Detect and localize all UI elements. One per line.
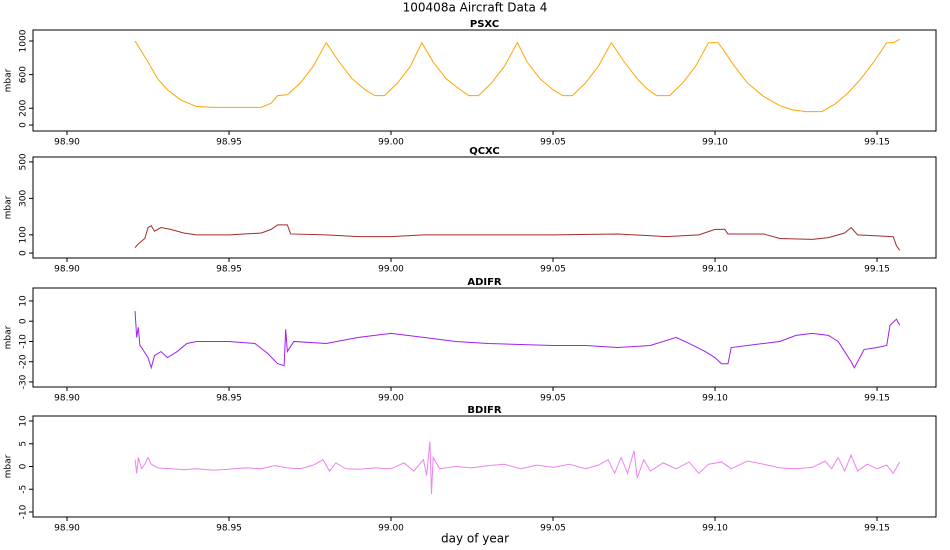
y-tick-label: 1000 — [19, 29, 29, 52]
x-tick-label: 99.10 — [702, 394, 728, 404]
y-axis-label: mbar — [4, 195, 14, 219]
x-tick-label: 99.10 — [702, 524, 728, 534]
x-tick-label: 99.00 — [378, 138, 404, 148]
x-tick-label: 98.90 — [54, 524, 80, 534]
page-title: 100408a Aircraft Data 4 — [403, 1, 548, 15]
x-tick-label: 99.00 — [378, 394, 404, 404]
x-tick-label: 98.95 — [216, 394, 242, 404]
x-axis-label: day of year — [441, 532, 509, 546]
data-line — [134, 441, 901, 494]
y-tick-label: 600 — [19, 66, 29, 83]
data-line — [134, 38, 900, 113]
y-tick-label: 100 — [19, 226, 29, 243]
y-tick-label: -5 — [19, 485, 29, 494]
x-tick-label: 99.05 — [540, 138, 566, 148]
y-tick-label: -10 — [19, 504, 29, 519]
y-tick-label: 5 — [19, 441, 29, 447]
plot-frame — [32, 287, 937, 388]
y-tick-label: -20 — [19, 354, 29, 369]
y-tick-label: 0 — [19, 250, 29, 256]
y-tick-label: 200 — [19, 99, 29, 116]
x-tick-label: 99.00 — [378, 524, 404, 534]
panel-title: ADIFR — [467, 277, 502, 288]
x-tick-label: 99.15 — [864, 394, 890, 404]
y-axis-label: mbar — [4, 68, 14, 92]
x-tick-label: 99.10 — [702, 138, 728, 148]
y-tick-label: 300 — [19, 190, 29, 207]
y-axis-label: mbar — [4, 454, 14, 478]
data-line — [134, 311, 901, 370]
x-tick-label: 98.90 — [54, 394, 80, 404]
y-tick-label: 500 — [19, 153, 29, 170]
y-tick-label: 10 — [19, 295, 29, 307]
plot-frame — [32, 29, 937, 132]
x-tick-label: 98.95 — [216, 524, 242, 534]
x-tick-label: 99.15 — [864, 138, 890, 148]
x-tick-label: 99.05 — [540, 394, 566, 404]
x-tick-label: 99.05 — [540, 524, 566, 534]
x-tick-label: 98.95 — [216, 138, 242, 148]
x-tick-label: 98.90 — [54, 138, 80, 148]
y-tick-label: -30 — [19, 374, 29, 389]
x-tick-label: 99.05 — [540, 265, 566, 275]
y-tick-label: 0 — [19, 122, 29, 128]
panel-title: BDIFR — [467, 405, 501, 416]
x-tick-label: 99.15 — [864, 265, 890, 275]
x-tick-label: 99.10 — [702, 265, 728, 275]
x-tick-label: 99.15 — [864, 524, 890, 534]
x-tick-label: 98.90 — [54, 265, 80, 275]
y-tick-label: 10 — [19, 415, 29, 427]
x-tick-label: 98.95 — [216, 265, 242, 275]
y-axis-label: mbar — [4, 325, 14, 349]
y-tick-label: -10 — [19, 334, 29, 349]
y-tick-label: 0 — [19, 318, 29, 324]
panel-title: PSXC — [470, 19, 499, 30]
y-tick-label: 0 — [19, 463, 29, 469]
plot-frame — [32, 156, 937, 259]
panel-title: QCXC — [469, 146, 500, 157]
data-line — [134, 224, 901, 251]
x-tick-label: 99.00 — [378, 265, 404, 275]
